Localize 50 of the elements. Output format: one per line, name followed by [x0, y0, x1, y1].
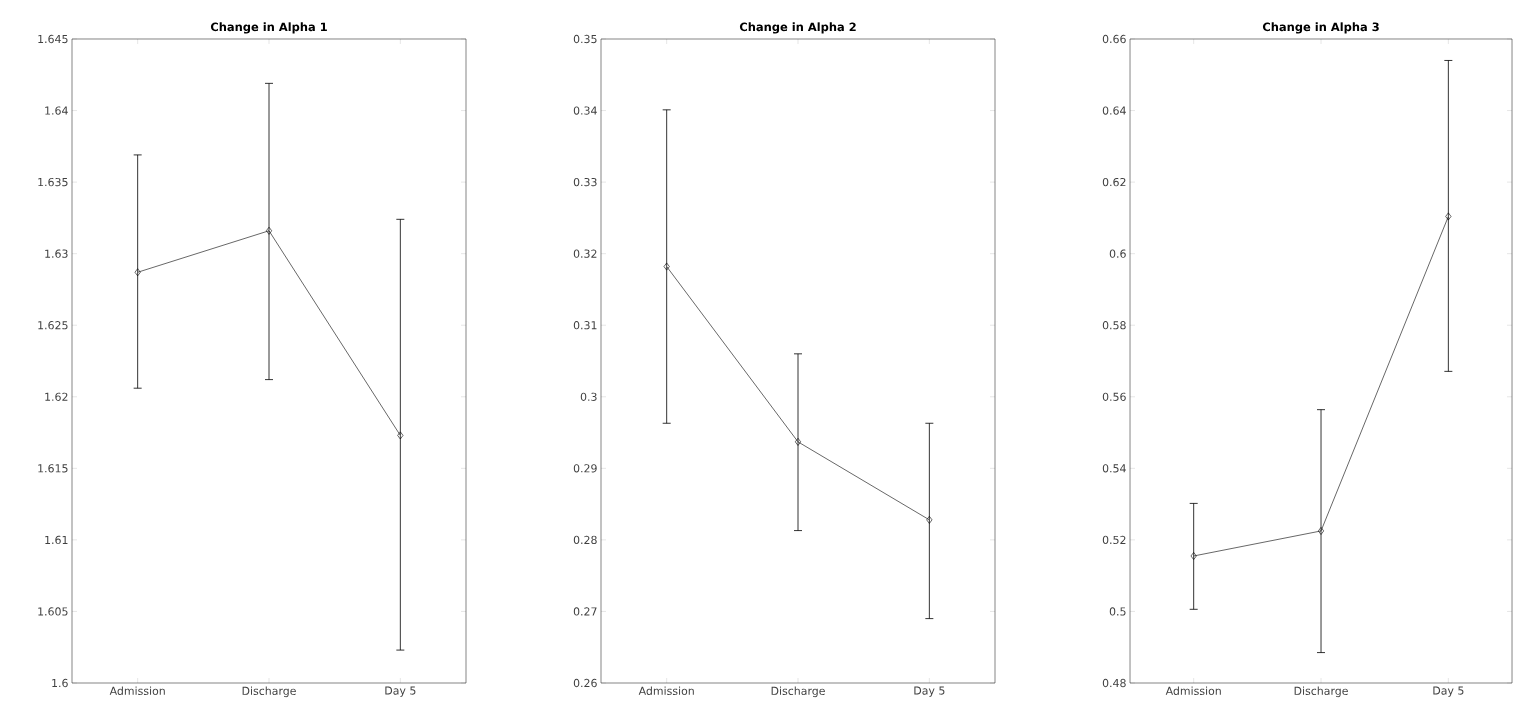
y-tick-label: 1.61	[45, 535, 68, 545]
y-tick-label: 1.64	[45, 106, 68, 115]
y-tick-label: 1.615	[38, 464, 68, 473]
y-tick-label: 0.35	[573, 34, 597, 44]
y-tick-label: 0.34	[573, 106, 597, 115]
chart-title: Change in Alpha 1	[210, 22, 327, 34]
x-tick-label: Admission	[638, 686, 694, 695]
y-tick-label: 0.54	[1102, 464, 1126, 473]
point	[397, 431, 404, 440]
y-tick-label: 0.52	[1102, 535, 1126, 545]
y-tick-label: 0.31	[573, 321, 597, 330]
y-tick-label: 0.5	[1109, 607, 1126, 616]
y-tick-label: 0.66	[1102, 34, 1126, 44]
x-tick-label: Discharge	[242, 686, 296, 698]
x-tick-label: Discharge	[1294, 686, 1348, 698]
point	[926, 515, 933, 524]
y-tick-label: 0.58	[1102, 321, 1126, 330]
y-tick-label: 0.64	[1102, 106, 1126, 115]
y-tick-label: 0.32	[573, 249, 597, 258]
y-tick-label: 0.33	[573, 177, 597, 187]
y-tick-label: 0.48	[1102, 678, 1126, 688]
y-tick-label: 0.28	[573, 535, 597, 545]
x-tick-label: Admission	[109, 686, 165, 695]
point	[1190, 552, 1197, 560]
y-tick-label: 0.62	[1102, 177, 1126, 187]
y-tick-label: 1.62	[45, 392, 68, 401]
y-tick-label: 0.56	[1102, 392, 1126, 401]
x-tick-label: Admission	[1165, 686, 1221, 695]
y-tick-label: 0.6	[1109, 249, 1126, 258]
chart-title: Change in Alpha 3	[1262, 22, 1379, 34]
y-tick-label: 1.63	[45, 249, 68, 258]
y-tick-label: 1.6	[52, 678, 68, 688]
x-tick-label: Day 5	[385, 686, 416, 697]
y-tick-label: 0.29	[573, 464, 597, 473]
y-tick-label: 1.635	[38, 177, 68, 187]
point	[795, 437, 802, 446]
x-tick-label: Discharge	[771, 686, 825, 698]
point	[1445, 212, 1452, 221]
y-tick-label: 0.27	[573, 607, 597, 616]
point	[663, 262, 670, 271]
y-tick-label: 1.645	[38, 34, 68, 44]
chart-title: Change in Alpha 2	[739, 22, 856, 34]
point	[134, 268, 141, 277]
x-tick-label: Day 5	[914, 686, 945, 697]
y-tick-label: 0.26	[573, 678, 597, 688]
x-tick-label: Day 5	[1433, 686, 1464, 697]
y-tick-label: 0.3	[580, 392, 597, 401]
point	[1318, 527, 1325, 535]
y-tick-label: 1.625	[38, 321, 68, 330]
y-tick-label: 1.605	[38, 607, 68, 616]
